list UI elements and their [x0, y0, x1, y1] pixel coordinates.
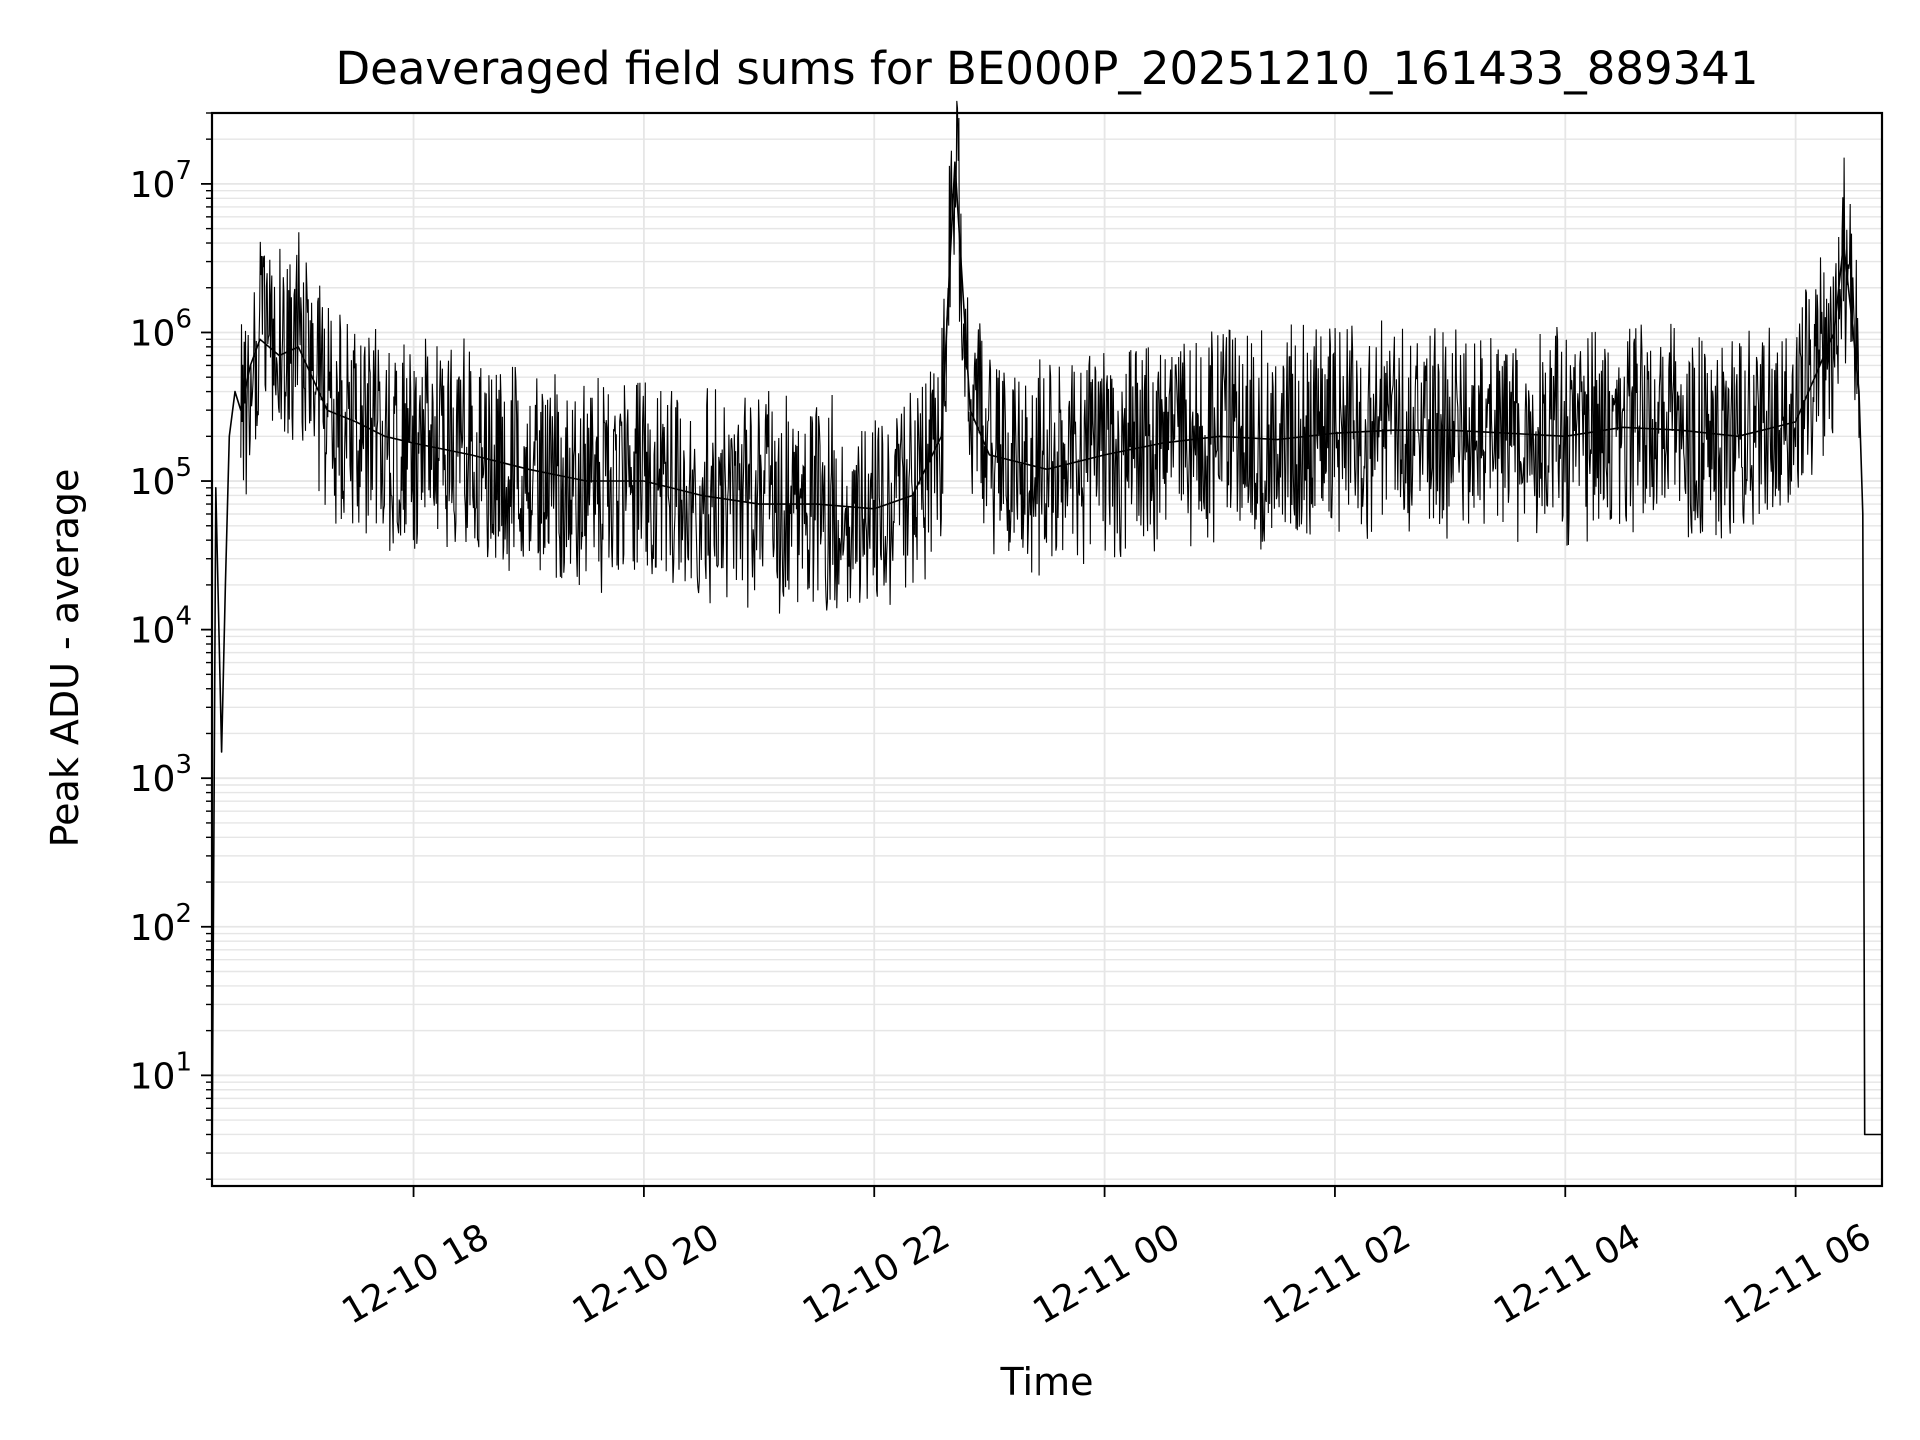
series-noise-trace [240, 100, 1860, 614]
y-tick-base: 10 [130, 759, 176, 800]
plot-data [211, 100, 1882, 1180]
chart-title: Deaveraged field sums for BE000P_2025121… [336, 42, 1759, 95]
y-tick-label: 102 [130, 899, 192, 949]
x-axis-label: Time [1000, 1360, 1094, 1404]
y-tick-exponent: 3 [175, 750, 192, 780]
y-tick-base: 10 [130, 1056, 176, 1097]
y-tick-exponent: 4 [175, 602, 192, 632]
y-tick-base: 10 [130, 611, 176, 652]
y-tick-label: 104 [130, 602, 192, 652]
y-tick-exponent: 5 [175, 453, 192, 483]
y-tick-base: 10 [130, 165, 176, 206]
y-tick-label: 101 [130, 1047, 192, 1097]
plot-frame [210, 111, 1884, 1188]
y-tick-label: 105 [130, 453, 192, 503]
y-tick-base: 10 [130, 313, 176, 354]
y-tick-exponent: 6 [175, 304, 192, 334]
y-tick-exponent: 7 [175, 156, 192, 186]
y-tick-exponent: 2 [175, 899, 192, 929]
y-tick-base: 10 [130, 908, 176, 949]
y-tick-label: 107 [130, 156, 192, 206]
y-tick-label: 103 [130, 750, 192, 800]
y-axis-label: Peak ADU - average [43, 469, 87, 848]
y-tick-base: 10 [130, 462, 176, 503]
y-tick-exponent: 1 [175, 1047, 192, 1077]
y-tick-label: 106 [130, 304, 192, 354]
